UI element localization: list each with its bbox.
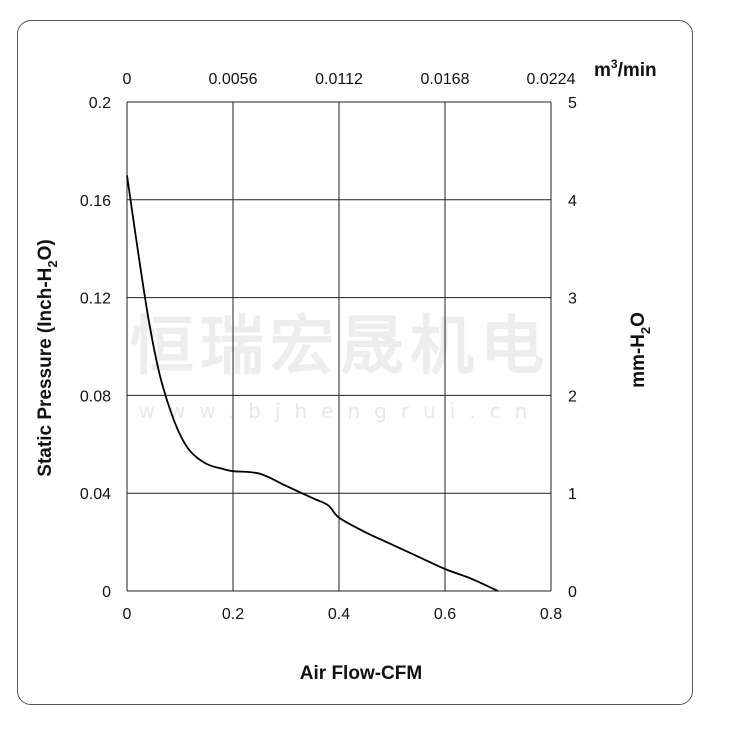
top-axis-title-sup: 3 (611, 57, 618, 71)
right-axis-title-main: mm-H (628, 334, 649, 388)
right-y-tick-label: 3 (568, 291, 577, 308)
right-y-tick-label: 4 (568, 193, 577, 210)
pressure-curve (126, 175, 499, 592)
y-tick-label: 0.04 (80, 486, 111, 503)
left-axis-title-sub: 2 (45, 260, 60, 267)
x-axis-title: Air Flow-CFM (300, 663, 422, 684)
top-x-tick-label: 0.0112 (315, 71, 363, 88)
top-x-tick-label: 0 (123, 71, 132, 88)
x-tick-label: 0.6 (434, 606, 456, 623)
tick-labels: 0 0.2 0.4 0.6 0.80 0.0056 0.0112 0.0168 0.022400… (80, 71, 577, 623)
x-tick-label: 0.4 (328, 606, 350, 623)
right-y-tick-label: 0 (568, 584, 577, 601)
y-tick-label: 0.2 (89, 95, 111, 112)
y-tick-label: 0.16 (80, 193, 111, 210)
right-axis-title: mm-H2O (628, 312, 653, 388)
top-axis-title-end: /min (618, 60, 657, 81)
top-axis-title-main: m (594, 60, 611, 81)
top-x-tick-label: 0.0168 (421, 71, 470, 88)
top-axis-title: m3/min (594, 57, 657, 81)
right-y-tick-label: 1 (568, 486, 577, 503)
left-axis-title: Static Pressure (Inch-H2O) (35, 239, 60, 476)
right-y-tick-label: 2 (568, 388, 577, 405)
chart-frame (17, 20, 693, 705)
x-tick-label: 0.8 (540, 606, 562, 623)
left-axis-title-main: Static Pressure (Inch-H (35, 268, 56, 477)
series-layer (126, 175, 499, 592)
watermark-url: www.bjhengrui.cn (139, 399, 542, 423)
x-tick-label: 0 (123, 606, 132, 623)
y-tick-label: 0.12 (80, 291, 111, 308)
top-x-tick-label: 0.0056 (209, 71, 258, 88)
x-tick-label: 0.2 (222, 606, 244, 623)
right-axis-title-end: O (628, 312, 649, 327)
left-axis-title-end: O) (35, 239, 56, 260)
watermark-company-name: 恒瑞宏晟机电 (130, 310, 550, 384)
right-y-tick-label: 5 (568, 95, 577, 112)
grid (126, 101, 552, 592)
watermark: 恒瑞宏晟机电 www.bjhengrui.cn (130, 310, 550, 423)
y-tick-label: 0 (102, 584, 111, 601)
right-axis-title-sub: 2 (638, 327, 653, 334)
y-tick-label: 0.08 (80, 388, 111, 405)
top-x-tick-label: 0.0224 (527, 71, 576, 88)
